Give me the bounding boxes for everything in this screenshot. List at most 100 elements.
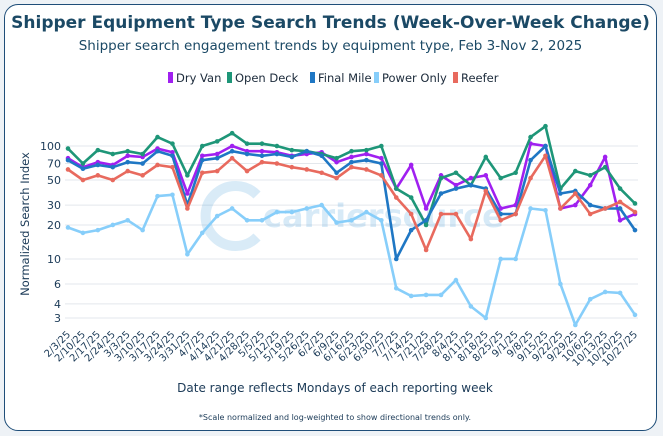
data-point-reefer [334,175,339,181]
data-point-reefer [95,173,101,178]
data-point-power-only [304,206,310,211]
data-point-open-deck [617,186,623,191]
data-point-reefer [364,167,369,172]
legend-label-final-mile: Final Mile [318,71,372,85]
data-point-reefer [438,211,444,217]
data-point-reefer [543,153,548,159]
data-point-open-deck [274,143,280,149]
data-point-power-only [393,285,399,291]
data-point-reefer [110,177,116,183]
data-point-open-deck [408,195,414,200]
data-point-dry-van [170,150,175,155]
data-point-final-mile [170,153,175,159]
data-point-power-only [349,217,354,223]
data-point-power-only [602,289,608,295]
data-point-open-deck [379,143,384,149]
data-point-power-only [259,217,265,223]
legend-swatch-dry-van [168,72,173,83]
data-point-dry-van [214,151,220,157]
data-point-power-only [170,192,175,198]
data-point-dry-van [259,148,265,154]
data-point-reefer [140,173,145,178]
data-point-power-only [274,209,280,215]
data-point-reefer [453,211,459,217]
data-point-power-only [513,256,518,262]
data-point-reefer [229,155,235,161]
data-point-reefer [393,195,399,200]
data-point-dry-van [483,173,489,178]
data-point-final-mile [364,157,369,163]
data-point-dry-van [573,202,578,208]
data-point-open-deck [438,175,444,181]
data-point-power-only [632,312,638,318]
data-point-final-mile [319,153,324,159]
data-point-open-deck [498,175,504,181]
data-point-dry-van [185,191,190,196]
legend-swatch-reefer [453,72,458,83]
data-point-power-only [229,206,235,211]
data-point-reefer [199,170,205,176]
data-point-open-deck [528,134,533,140]
data-point-final-mile [498,211,504,217]
data-point-reefer [259,159,265,165]
data-point-final-mile [632,227,638,233]
data-point-reefer [423,247,429,253]
legend-label-power-only: Power Only [382,71,447,85]
data-point-power-only [364,209,369,215]
data-point-power-only [423,292,429,298]
data-point-final-mile [259,153,265,159]
data-point-open-deck [65,146,71,151]
data-point-reefer [513,211,518,217]
y-axis-title: Normalized Search Index [18,152,32,296]
data-point-final-mile [80,166,86,172]
y-tick-label: 10 [47,253,61,266]
data-point-open-deck [543,123,548,129]
data-point-reefer [379,173,384,178]
y-tick-label: 20 [47,219,61,232]
data-point-open-deck [364,147,369,153]
data-point-power-only [95,227,101,233]
data-point-power-only [244,217,250,223]
data-point-power-only [125,217,130,223]
data-point-reefer [214,168,220,174]
data-point-open-deck [185,173,190,178]
data-point-open-deck [155,134,160,140]
data-point-dry-van [379,155,384,161]
data-point-final-mile [349,159,354,165]
data-point-dry-van [602,154,608,160]
y-tick-label: 100 [40,140,61,153]
data-point-final-mile [543,143,548,149]
data-point-open-deck [393,186,399,191]
footnote: *Scale normalized and log-weighted to sh… [199,413,471,422]
data-point-final-mile [289,154,295,160]
legend-label-dry-van: Dry Van [176,71,221,85]
data-point-open-deck [602,164,608,170]
data-point-reefer [528,175,533,181]
y-tick-label: 50 [47,174,61,187]
data-point-final-mile [125,159,130,165]
data-point-reefer [155,162,160,168]
data-point-dry-van [125,153,130,159]
data-point-reefer [185,206,190,211]
data-point-reefer [602,206,608,211]
data-point-final-mile [110,164,116,170]
data-point-reefer [274,161,280,166]
chart-subtitle: Shipper search engagement trends by equi… [78,38,583,54]
data-point-power-only [438,292,444,298]
data-point-dry-van [617,217,623,223]
data-point-reefer [125,168,130,174]
legend-label-open-deck: Open Deck [235,71,299,85]
data-point-final-mile [453,186,459,191]
data-point-power-only [199,230,205,236]
legend-swatch-final-mile [310,72,315,83]
data-point-final-mile [155,148,160,154]
data-point-open-deck [214,139,220,144]
data-point-reefer [304,167,310,172]
data-point-power-only [483,315,489,321]
data-point-open-deck [289,147,295,153]
legend-swatch-power-only [374,72,379,83]
data-point-reefer [319,170,324,176]
data-point-final-mile [558,191,563,196]
data-point-open-deck [587,173,593,178]
data-point-reefer [617,199,623,205]
